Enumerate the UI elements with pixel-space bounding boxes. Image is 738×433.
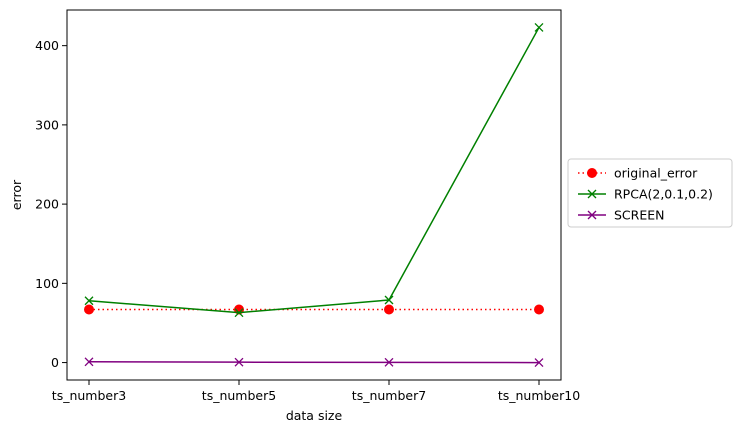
data-point xyxy=(384,357,394,367)
y-tick-label: 0 xyxy=(51,355,59,370)
series-line xyxy=(88,361,540,364)
plot-background xyxy=(67,10,561,380)
series-line xyxy=(88,27,540,314)
legend-box xyxy=(567,158,733,228)
legend-label: RPCA(2,0.1,0.2) xyxy=(614,187,713,202)
x-axis: ts_number3 ts_number5 ts_number7 ts_number1… xyxy=(52,380,580,403)
data-point xyxy=(384,295,394,305)
plot-frame xyxy=(66,9,562,381)
data-point xyxy=(534,358,544,368)
legend-label: SCREEN xyxy=(614,208,665,223)
data-point xyxy=(534,22,544,32)
data-point xyxy=(234,308,244,318)
legend-label: original_error xyxy=(614,166,698,181)
data-point xyxy=(84,304,94,315)
y-tick-label: 300 xyxy=(35,117,59,132)
legend-marker xyxy=(587,189,597,199)
y-axis: 0 100 200 300 400 xyxy=(35,38,67,370)
legend: original_error RPCA(2,0.1,0.2) SCREEN xyxy=(567,158,733,228)
series-layer xyxy=(84,22,544,368)
y-axis-label: error xyxy=(9,179,24,210)
y-tick-label: 100 xyxy=(35,276,59,291)
data-point xyxy=(234,357,244,367)
x-tick-label: ts_number5 xyxy=(202,388,276,403)
legend-marker xyxy=(587,210,597,220)
y-tick-label: 400 xyxy=(35,38,59,53)
y-tick-label: 200 xyxy=(35,197,59,212)
data-point xyxy=(384,304,394,315)
x-tick-label: ts_number7 xyxy=(352,388,426,403)
series-2 xyxy=(84,357,544,368)
series-1 xyxy=(84,22,544,318)
legend-entry: original_error xyxy=(578,166,698,181)
legend-entry: RPCA(2,0.1,0.2) xyxy=(578,187,713,202)
data-point xyxy=(534,304,544,315)
legend-marker xyxy=(587,168,597,178)
legend-entry: SCREEN xyxy=(578,208,665,223)
x-axis-label: data size xyxy=(286,408,343,423)
x-tick-label: ts_number3 xyxy=(52,388,126,403)
data-point xyxy=(84,296,94,306)
x-tick-label: ts_number10 xyxy=(498,388,580,403)
data-point xyxy=(84,357,94,367)
